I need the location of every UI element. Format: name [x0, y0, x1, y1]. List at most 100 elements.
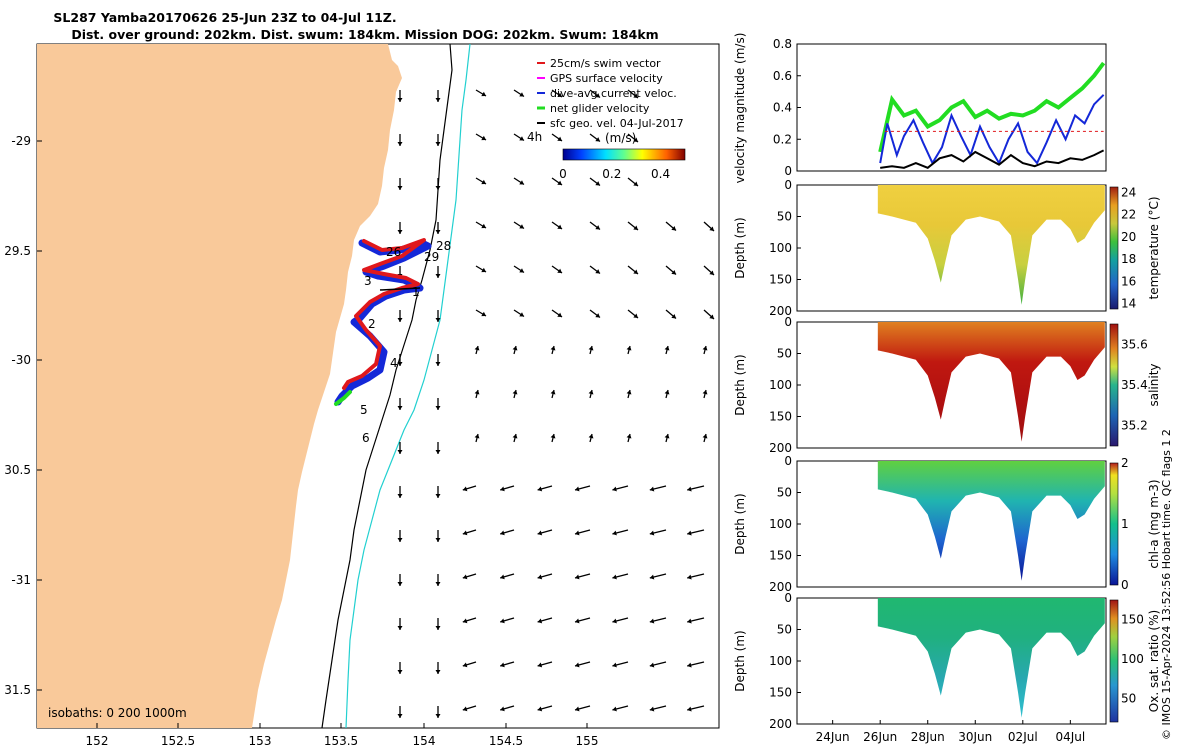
chl-colorbar: [1109, 462, 1119, 586]
velocity-arrowhead: [500, 662, 505, 668]
net-glider-track: [334, 390, 352, 406]
velocity-arrowhead: [481, 135, 486, 141]
map-y-tick-label: -29: [11, 134, 31, 148]
map-x-tick-label: 153.5: [324, 734, 358, 748]
time-x-ticks: 24Jun 26Jun 28Jun 30Jun 02Jul 04Jul: [816, 720, 1085, 744]
velocity-y-tick-label: 0.8: [773, 37, 792, 51]
velocity-arrowhead: [397, 230, 403, 234]
velocity-arrowhead: [671, 314, 676, 319]
salinity-colorbar-tick-label: 35.6: [1121, 337, 1148, 351]
velocity-arrowhead: [633, 137, 638, 142]
temperature-colorbar-tick-label: 22: [1121, 208, 1136, 222]
velocity-arrowhead: [474, 346, 480, 351]
velocity-arrowhead: [664, 346, 670, 351]
velocity-arrowhead: [626, 390, 632, 395]
velocity-arrowhead: [557, 136, 562, 141]
chl-y-tick-label: 200: [769, 580, 792, 594]
velocity-arrowhead: [397, 494, 403, 498]
velocity-arrowhead: [435, 186, 441, 190]
salinity-colorbar: [1109, 323, 1119, 447]
salinity-field: [877, 322, 1105, 442]
legend-item-net: net glider velocity: [537, 102, 650, 115]
chl-section: 0 50 100 150 200 Depth (m) 0 1 2 chl-a (mg m-3): [733, 454, 1161, 594]
colorbar-map-tick-label: 0.4: [651, 167, 670, 181]
velocity-arrowhead: [575, 486, 580, 492]
day-label-2: 2: [368, 317, 376, 331]
velocity-series-line: [880, 149, 1105, 169]
colorbar-map-ticks: 0 0.2 0.4: [559, 167, 670, 181]
velocity-arrowhead: [397, 714, 403, 718]
velocity-arrowhead: [435, 538, 441, 542]
legend-item-swim: 25cm/s swim vector: [537, 57, 661, 70]
chl-y-tick-label: 0: [784, 454, 792, 468]
salinity-colorbar-tick-label: 35.4: [1121, 378, 1148, 392]
legend-item-gps: GPS surface velocity: [537, 72, 663, 85]
velocity-arrowhead: [550, 390, 556, 395]
surface-velocity-arrows: [397, 89, 715, 718]
map-x-ticks: 152 152.5 153 153.5 154 154.5 155: [86, 723, 598, 748]
salinity-colorbar-label: salinity: [1147, 363, 1161, 406]
velocity-arrowhead: [633, 313, 638, 318]
velocity-arrowhead: [462, 618, 468, 624]
salinity-y-tick-label: 200: [769, 441, 792, 455]
velocity-arrowhead: [537, 486, 543, 492]
velocity-arrowhead: [595, 137, 600, 142]
chl-field: [877, 461, 1105, 581]
velocity-arrowhead: [633, 225, 638, 230]
temperature-colorbar-tick-label: 14: [1121, 296, 1136, 310]
velocity-arrowhead: [649, 662, 655, 668]
colorbar-map: [562, 148, 686, 161]
velocity-arrowhead: [481, 91, 486, 97]
isobath-200m: [321, 44, 453, 728]
credit-text: © IMOS 15-Apr-2024 13:52:56 Hobart time.…: [1160, 429, 1173, 740]
legend-label-net: net glider velocity: [550, 102, 650, 115]
chl-colorbar-tick-label: 1: [1121, 517, 1129, 531]
velocity-arrowhead: [633, 269, 638, 274]
velocity-arrowhead: [557, 312, 562, 317]
velocity-arrowhead: [612, 662, 617, 668]
velocity-arrowhead: [537, 574, 543, 580]
velocity-arrowhead: [435, 142, 441, 146]
velocity-arrowhead: [649, 706, 655, 712]
velocity-arrowhead: [649, 574, 655, 580]
oxygen-y-tick-label: 150: [769, 686, 792, 700]
legend-label-geo: sfc geo. vel. 04-Jul-2017: [550, 117, 684, 130]
temperature-colorbar: [1109, 186, 1119, 310]
velocity-arrowhead: [633, 93, 638, 98]
velocity-arrowhead: [500, 574, 505, 580]
velocity-arrowhead: [687, 662, 692, 668]
velocity-arrowhead: [687, 486, 692, 492]
velocity-arrowhead: [397, 186, 403, 190]
temperature-y-label: Depth (m): [733, 217, 747, 278]
velocity-arrowhead: [512, 434, 518, 439]
map-panel: [36, 43, 720, 729]
legend-label-dive: dive-avg current veloc.: [550, 87, 677, 100]
velocity-arrowhead: [709, 314, 714, 319]
time-x-tick-label: 02Jul: [1008, 730, 1038, 744]
velocity-arrowhead: [633, 181, 638, 186]
velocity-arrowhead: [435, 626, 441, 630]
velocity-arrowhead: [702, 434, 708, 439]
chl-colorbar-label: chl-a (mg m-3): [1147, 479, 1161, 568]
temperature-y-tick-label: 150: [769, 273, 792, 287]
geo-velocity-stub: [379, 287, 421, 291]
oxygen-y-tick-label: 200: [769, 717, 792, 731]
time-x-tick-label: 04Jul: [1055, 730, 1085, 744]
velocity-y-tick-label: 0.6: [773, 69, 792, 83]
velocity-arrowhead: [612, 618, 617, 624]
velocity-arrowhead: [557, 180, 562, 185]
chl-y-tick-label: 100: [769, 517, 792, 531]
velocity-arrowhead: [612, 530, 617, 536]
velocity-arrowhead: [595, 313, 600, 318]
velocity-arrowhead: [519, 180, 524, 185]
velocity-arrowhead: [397, 318, 403, 322]
velocity-arrowhead: [500, 706, 505, 712]
oxygen-colorbar-label: Ox. sat. ratio (%): [1147, 610, 1161, 712]
velocity-arrowhead: [435, 230, 441, 234]
map-x-tick-label: 153: [249, 734, 272, 748]
velocity-arrowhead: [519, 136, 524, 141]
map-day-labels: 26 28 29 1 2 3 4 5 6: [360, 239, 451, 445]
velocity-arrowhead: [435, 714, 441, 718]
